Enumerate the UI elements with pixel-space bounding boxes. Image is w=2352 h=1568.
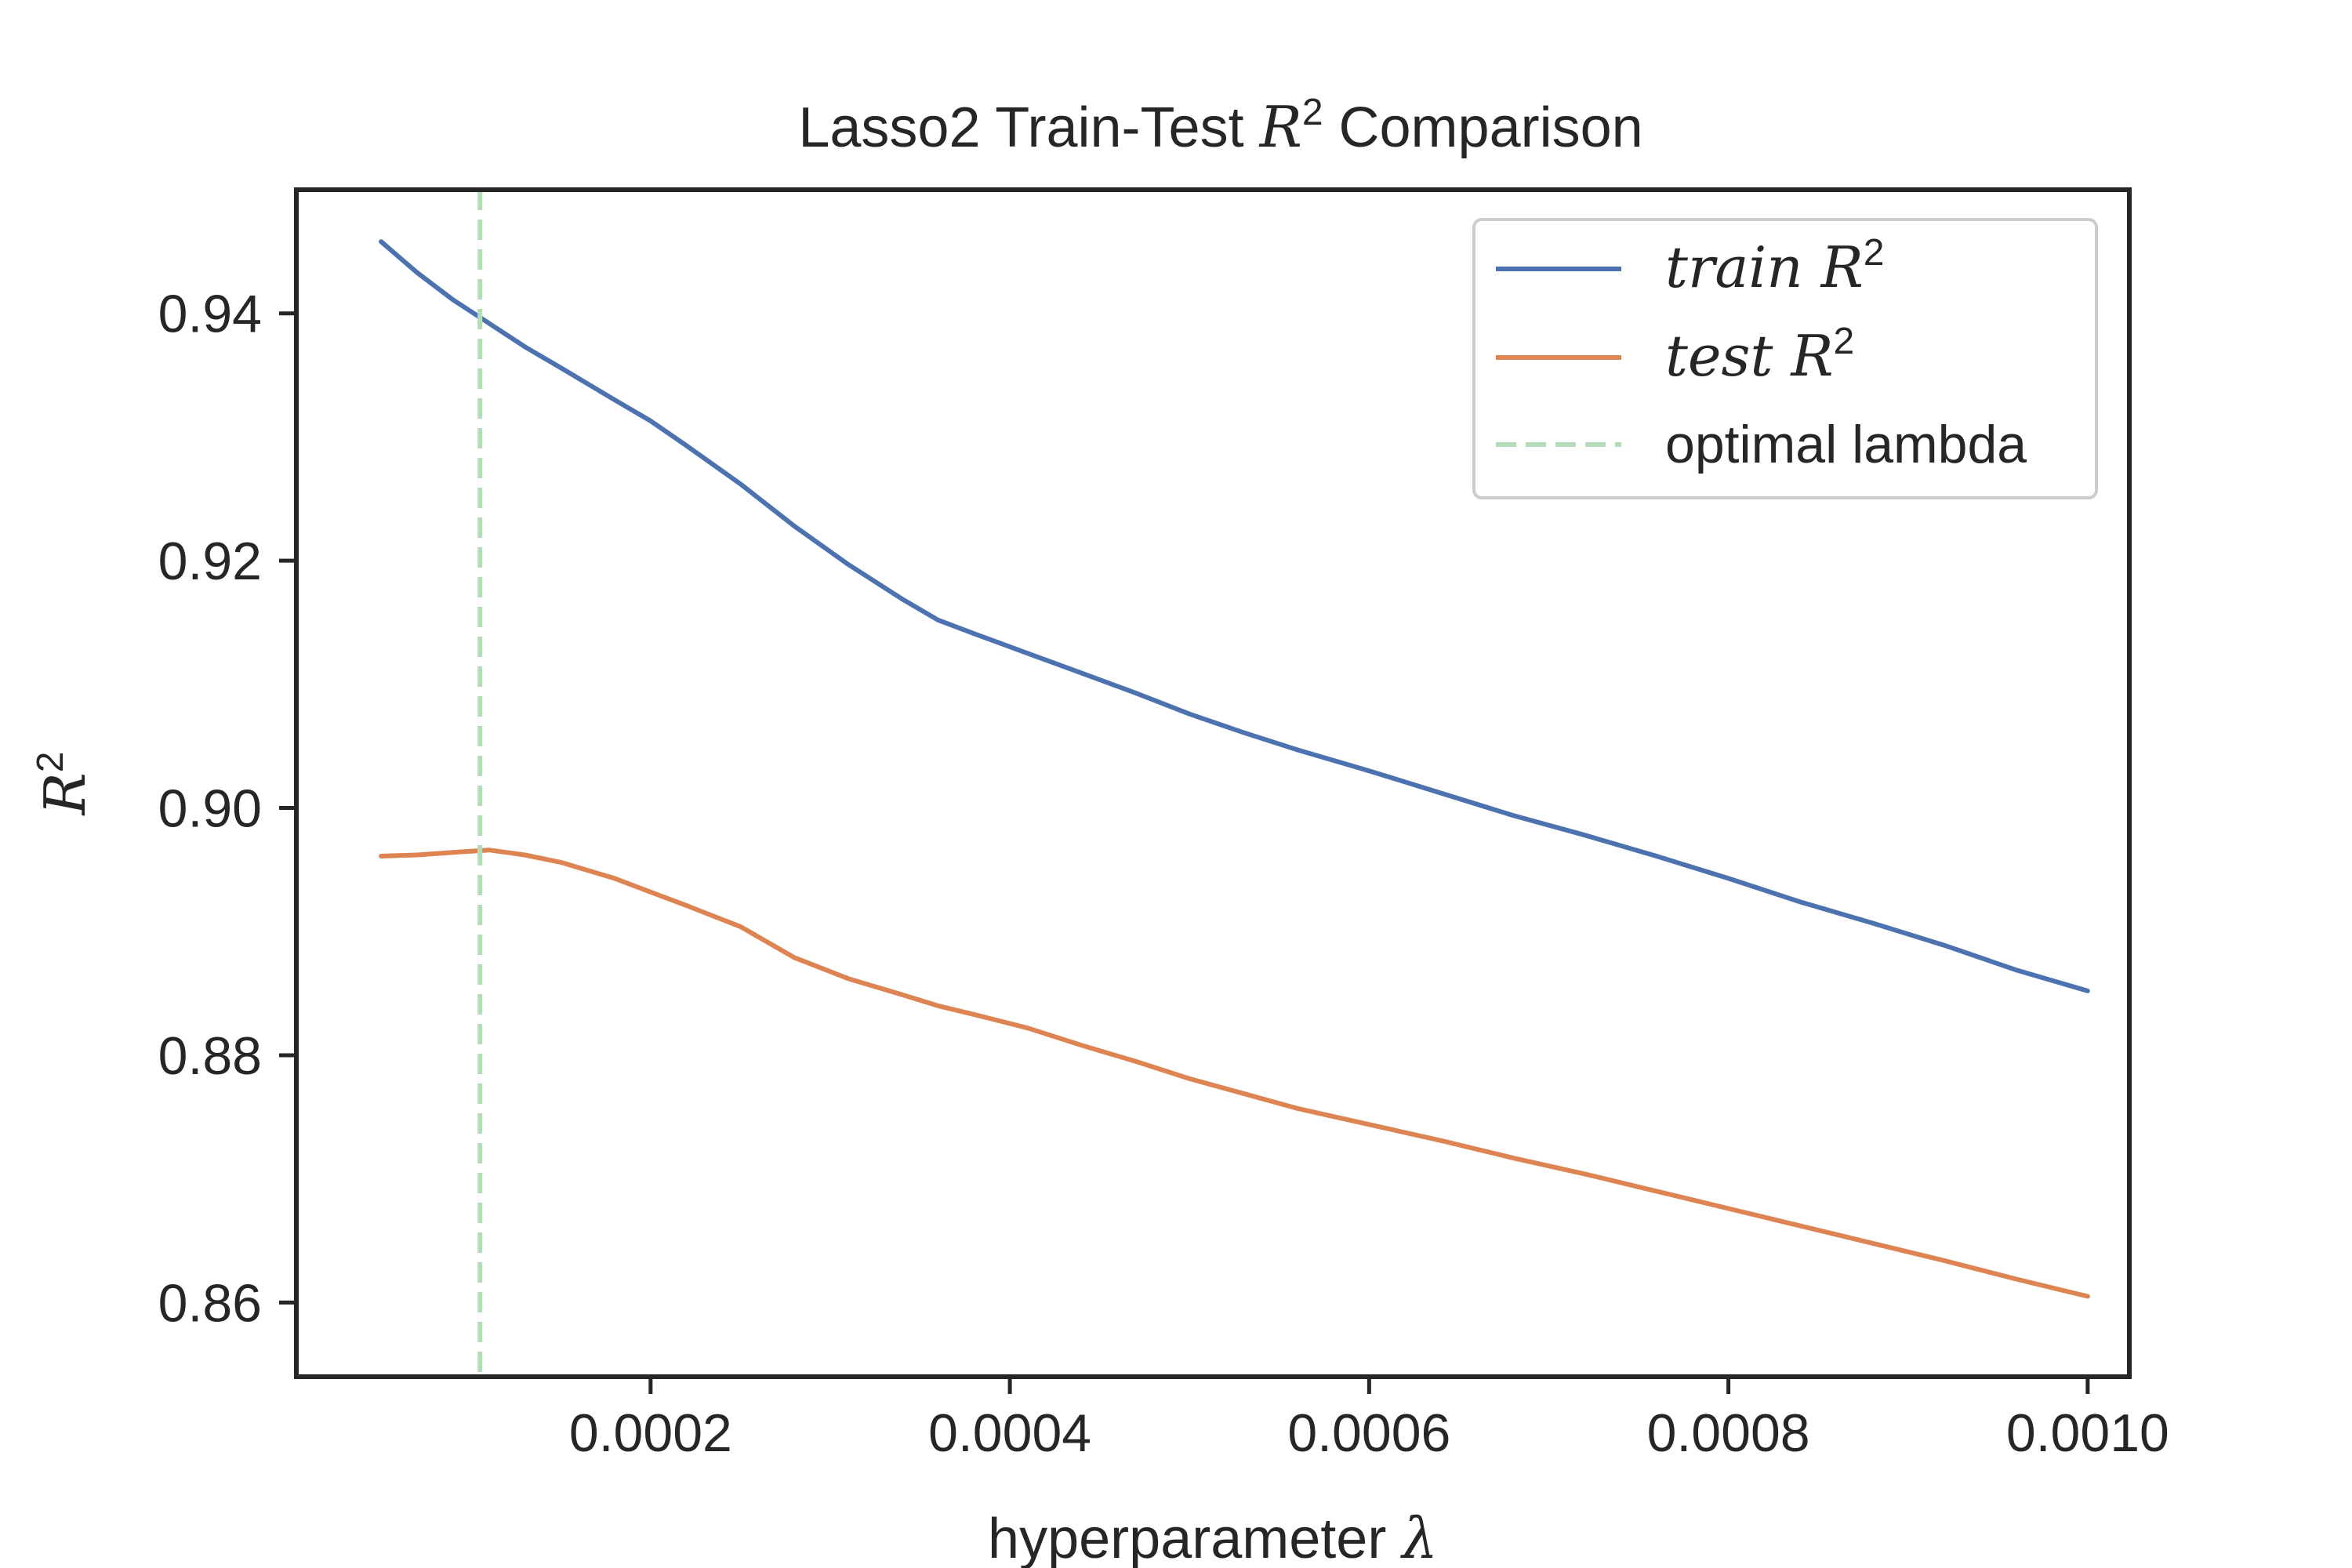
- x-tick-label: 0.0008: [1647, 1403, 1810, 1463]
- plot-frame: [294, 187, 2132, 1379]
- plot-area: [379, 190, 2090, 1377]
- x-tick-label: 0.0010: [2006, 1403, 2169, 1463]
- x-tick-label: 0.0006: [1287, 1403, 1450, 1463]
- legend-label-train: train R2: [1665, 232, 1884, 300]
- legend-label-test: test R2: [1665, 321, 1854, 389]
- x-axis-label-symbol: λ: [1399, 1505, 1438, 1568]
- chart-title-sup: 2: [1302, 92, 1323, 133]
- legend-box: [1472, 218, 2098, 499]
- y-tick-label: 0.90: [158, 779, 262, 839]
- y-tick-label: 0.86: [158, 1273, 262, 1333]
- y-tick-label: 0.94: [158, 285, 262, 344]
- y-axis-label-sup: 2: [30, 752, 71, 773]
- legend: train R2 test R2 optimal lambda: [1472, 218, 2098, 499]
- test-line: [379, 848, 2090, 1299]
- y-axis: 0.86 0.88 0.90 0.92 0.94: [158, 285, 296, 1333]
- y-tick-label: 0.92: [158, 532, 262, 591]
- x-tick-label: 0.0002: [569, 1403, 732, 1463]
- x-axis: 0.0002 0.0004 0.0006 0.0008 0.0010: [569, 1377, 2169, 1463]
- x-axis-label: hyperparameter λ: [988, 1505, 1438, 1568]
- chart-title-symbol: R: [1258, 94, 1302, 160]
- train-line: [379, 239, 2090, 993]
- y-tick-label: 0.88: [158, 1026, 262, 1086]
- x-axis-label-text: hyperparameter: [988, 1508, 1402, 1568]
- chart-title: Lasso2 Train-Test R2 Comparison: [798, 92, 1642, 160]
- legend-label-optimal-lambda: optimal lambda: [1665, 415, 2027, 474]
- y-axis-label-symbol: R: [32, 772, 98, 816]
- chart-title-prefix: Lasso2 Train-Test: [798, 96, 1259, 159]
- chart-title-suffix: Comparison: [1323, 96, 1643, 159]
- y-axis-label: R2: [30, 752, 98, 817]
- x-tick-label: 0.0004: [928, 1403, 1091, 1463]
